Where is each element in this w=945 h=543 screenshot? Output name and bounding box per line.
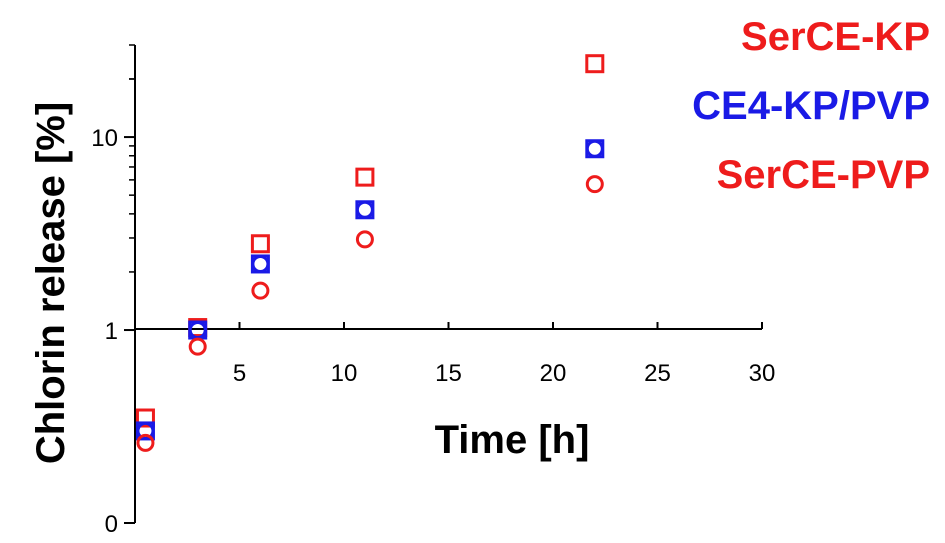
data-point-ce4-kp-pvp-circle xyxy=(251,254,270,273)
y-tick-label: 10 xyxy=(91,125,118,152)
data-point-serce-kp xyxy=(585,54,605,74)
y-tick-label: 1 xyxy=(105,318,118,345)
data-point-ce4-kp-pvp-circle xyxy=(136,421,155,440)
x-tick-label: 20 xyxy=(540,360,567,387)
data-point-serce-pvp xyxy=(136,433,155,452)
legend-label: SerCE-KP xyxy=(741,15,930,59)
markers xyxy=(135,54,605,452)
x-axis-title: Time [h] xyxy=(435,418,590,462)
data-point-serce-kp xyxy=(355,167,375,187)
data-point-ce4-kp-pvp-circle xyxy=(585,139,604,158)
y-ticks: 0 1 10 xyxy=(91,44,135,538)
x-tick-label: 10 xyxy=(331,360,358,387)
data-point-serce-pvp xyxy=(251,281,270,300)
data-point-ce4-kp-pvp-circle xyxy=(188,321,207,340)
data-point-serce-pvp xyxy=(585,175,604,194)
x-tick-label: 15 xyxy=(435,360,462,387)
x-ticks: 5 10 15 20 25 30 xyxy=(233,322,776,387)
x-tick-label: 5 xyxy=(233,360,246,387)
x-tick-label: 30 xyxy=(749,360,776,387)
data-point-serce-kp xyxy=(135,408,155,428)
x-tick-label: 25 xyxy=(644,360,671,387)
data-point-serce-pvp xyxy=(188,337,207,356)
data-point-serce-kp xyxy=(250,234,270,254)
legend-label: CE4-KP/PVP xyxy=(692,84,930,128)
y-axis-title: Chlorin release [%] xyxy=(29,102,73,464)
legend: SerCE-KP CE4-KP/PVP SerCE-PVP xyxy=(692,15,930,197)
y-tick-label: 0 xyxy=(105,511,118,538)
data-point-ce4-kp-pvp-circle xyxy=(355,200,374,219)
legend-label: SerCE-PVP xyxy=(717,153,930,197)
data-point-serce-pvp xyxy=(355,230,374,249)
